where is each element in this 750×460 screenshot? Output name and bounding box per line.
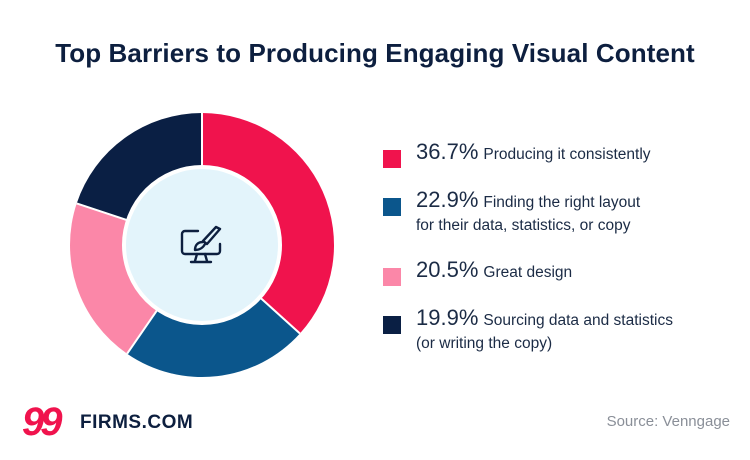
design-monitor-icon	[180, 225, 222, 264]
legend-label: Great design	[483, 264, 573, 281]
logo-mark: 99	[22, 400, 62, 444]
legend-percent: 20.5%	[416, 257, 479, 282]
chart-title: Top Barriers to Producing Engaging Visua…	[55, 38, 695, 68]
legend-percent: 19.9%	[416, 305, 479, 330]
legend-label-continued: for their data, statistics, or copy	[416, 217, 631, 234]
legend-label: Finding the right layout	[483, 194, 641, 211]
legend-percent: 36.7%	[416, 139, 479, 164]
donut-hole	[122, 165, 282, 325]
legend-swatch	[383, 316, 401, 334]
legend-label: Producing it consistently	[483, 146, 651, 163]
donut-chart	[69, 113, 335, 377]
legend-label-continued: (or writing the copy)	[416, 335, 553, 352]
source-note: Source: Venngage	[606, 413, 730, 430]
legend-percent: 22.9%	[416, 187, 479, 212]
legend-swatch	[383, 268, 401, 286]
logo: 99 FIRMS.COM	[22, 400, 193, 444]
legend-swatch	[383, 198, 401, 216]
legend-label: Sourcing data and statistics	[483, 312, 673, 329]
logo-text: FIRMS.COM	[80, 412, 194, 433]
legend-swatch	[383, 150, 401, 168]
